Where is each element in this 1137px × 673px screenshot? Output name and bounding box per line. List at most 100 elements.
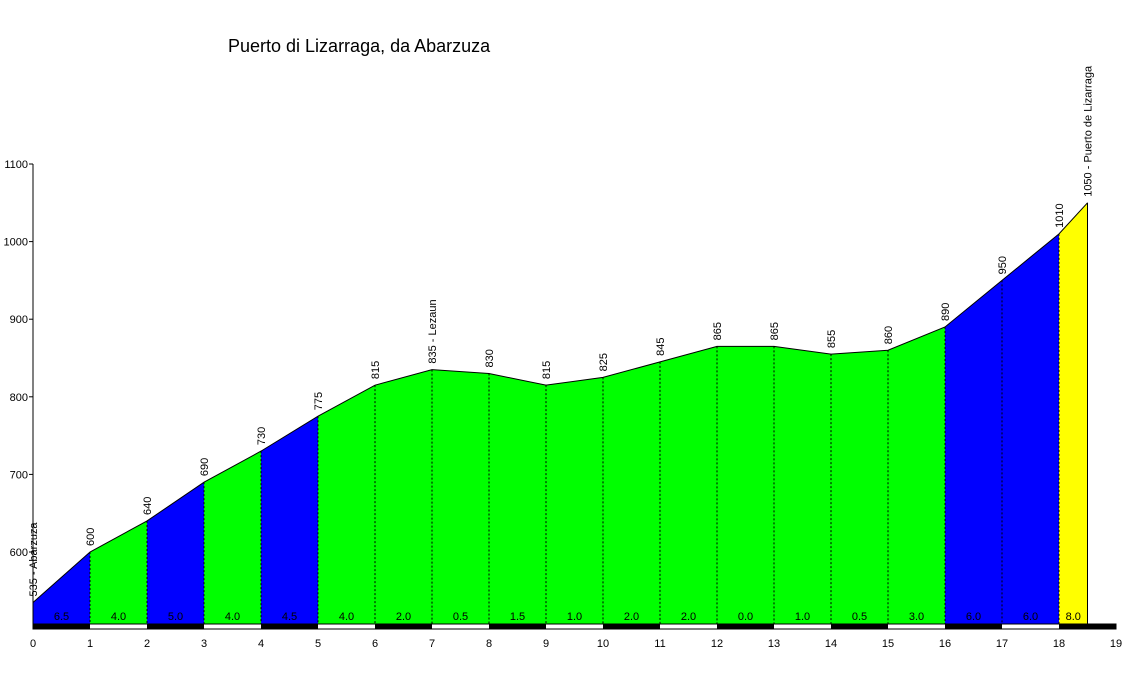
y-tick-label-5: 1100: [4, 159, 28, 171]
gradient-label-2: 5.0: [168, 611, 183, 623]
gradient-label-3: 4.0: [225, 611, 240, 623]
km-bar-block-12: [717, 624, 774, 629]
gradient-label-15: 3.0: [909, 611, 924, 623]
profile-areas: [32, 202, 1088, 625]
y-tick-label-2: 800: [10, 392, 28, 404]
elevation-label-1: 600: [85, 528, 97, 546]
km-bar-block-6: [375, 624, 432, 629]
km-bar-block-16: [945, 624, 1002, 629]
segment-area-18: [1059, 202, 1088, 625]
y-tick-label-3: 900: [10, 314, 28, 326]
elevation-label-15: 860: [883, 326, 895, 344]
y-tick-label-1: 700: [10, 469, 28, 481]
x-tick-label-4: 4: [258, 638, 264, 650]
x-tick-label-1: 1: [87, 638, 93, 650]
x-tick-label-15: 15: [882, 638, 894, 650]
x-tick-label-8: 8: [486, 638, 492, 650]
gradient-labels: 6.5 4.0 5.0 4.0 4.5 4.0 2.0 0.5 1.5 1.0 2.0 2.0 0.0 1…: [54, 611, 1081, 623]
segment-area-11: [660, 346, 717, 624]
segment-area-8: [489, 373, 546, 624]
segment-area-13: [774, 346, 831, 624]
elevation-label-9: 815: [541, 361, 553, 379]
km-bar-block-14: [831, 624, 888, 629]
segment-area-16: [945, 280, 1002, 624]
km-bar-block-2: [147, 624, 204, 629]
x-tick-labels: 0 1 2 3 4 5 6 7 8 9 10 11 12 13 14 15 16 17 18 19: [30, 638, 1122, 650]
km-bar: [32, 623, 1117, 630]
elevation-label-18: 1010: [1054, 203, 1066, 227]
segment-area-14: [831, 350, 888, 624]
gradient-label-1: 4.0: [111, 611, 126, 623]
x-tick-label-14: 14: [825, 638, 837, 650]
x-tick-label-18: 18: [1053, 638, 1065, 650]
gradient-label-4: 4.5: [282, 611, 297, 623]
elevation-label-13: 865: [769, 322, 781, 340]
x-tick-label-7: 7: [429, 638, 435, 650]
elevation-label-7: 835 - Lezaun: [427, 299, 439, 363]
x-tick-label-2: 2: [144, 638, 150, 650]
segment-area-17: [1002, 233, 1059, 624]
km-bar-block-4: [261, 624, 318, 629]
km-bar-block-8: [489, 624, 546, 629]
segment-area-0: [33, 552, 90, 624]
segment-area-12: [717, 346, 774, 624]
segment-area-9: [546, 377, 603, 624]
km-bar-block-10: [603, 624, 660, 629]
segment-area-10: [603, 361, 660, 624]
gradient-label-14: 0.5: [852, 611, 867, 623]
elevation-label-2: 640: [142, 497, 154, 515]
x-tick-label-3: 3: [201, 638, 207, 650]
segment-area-6: [375, 369, 432, 624]
chart-title: Puerto di Lizarraga, da Abarzuza: [228, 36, 491, 56]
elevation-label-6: 815: [370, 361, 382, 379]
gradient-label-9: 1.0: [567, 611, 582, 623]
elevation-label-4: 730: [256, 427, 268, 445]
elevation-label-19: 1050 - Puerto de Lizarraga: [1083, 65, 1095, 197]
x-tick-label-0: 0: [30, 638, 36, 650]
gradient-label-8: 1.5: [510, 611, 525, 623]
chart-axes: [29, 163, 34, 624]
x-tick-label-12: 12: [711, 638, 723, 650]
segment-area-5: [318, 385, 375, 624]
km-dividers: [89, 202, 1088, 624]
elevation-label-0: 535 - Abarzuza: [28, 522, 40, 597]
x-tick-label-19: 19: [1110, 638, 1122, 650]
km-bar-block-end: [1059, 624, 1116, 629]
elevation-labels: 535 - Abarzuza 600 640 690 730 775 815 835 - Le…: [28, 65, 1095, 596]
gradient-label-13: 1.0: [795, 611, 810, 623]
gradient-label-16: 6.0: [966, 611, 981, 623]
gradient-label-7: 0.5: [453, 611, 468, 623]
gradient-label-18: 8.0: [1066, 611, 1081, 623]
segment-area-1: [90, 520, 147, 624]
profile-line: [32, 202, 1088, 603]
x-tick-label-5: 5: [315, 638, 321, 650]
elevation-label-14: 855: [826, 330, 838, 348]
x-tick-label-17: 17: [996, 638, 1008, 650]
elevation-label-3: 690: [199, 458, 211, 476]
elevation-label-8: 830: [484, 349, 496, 367]
elevation-label-11: 845: [655, 338, 667, 356]
segment-area-2: [147, 482, 204, 624]
elevation-label-12: 865: [712, 322, 724, 340]
x-tick-label-16: 16: [939, 638, 951, 650]
elevation-label-10: 825: [598, 353, 610, 371]
x-tick-label-10: 10: [597, 638, 609, 650]
gradient-label-12: 0.0: [738, 611, 753, 623]
gradient-label-6: 2.0: [396, 611, 411, 623]
gradient-label-5: 4.0: [339, 611, 354, 623]
gradient-label-0: 6.5: [54, 611, 69, 623]
elevation-label-5: 775: [313, 392, 325, 410]
segment-area-7: [432, 369, 489, 624]
y-tick-label-0: 600: [10, 547, 28, 559]
km-bar-block-0: [33, 624, 90, 629]
segment-area-15: [888, 326, 945, 624]
gradient-label-17: 6.0: [1023, 611, 1038, 623]
x-tick-label-11: 11: [654, 638, 665, 650]
x-tick-label-13: 13: [768, 638, 780, 650]
y-tick-labels: 600 700 800 900 1000 1100: [4, 159, 28, 559]
x-tick-label-9: 9: [543, 638, 549, 650]
y-tick-label-4: 1000: [4, 237, 28, 249]
gradient-label-11: 2.0: [681, 611, 696, 623]
segment-area-4: [261, 416, 318, 624]
